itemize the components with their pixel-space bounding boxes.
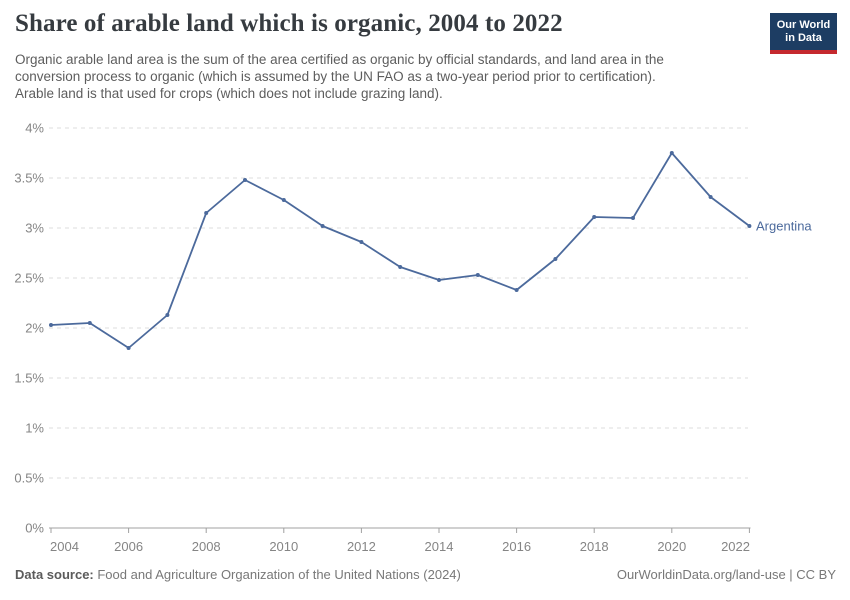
owid-logo-text: in Data (785, 32, 822, 44)
subtitle-line: Arable land is that used for crops (whic… (15, 86, 443, 101)
data-point-2021 (708, 195, 713, 199)
y-tick-label: 3.5% (14, 171, 44, 186)
y-tick-label: 1% (25, 421, 44, 436)
y-tick-label: 3% (25, 221, 44, 236)
x-tick-label: 2008 (192, 539, 221, 554)
data-point-2010 (281, 198, 286, 202)
data-point-2020 (669, 151, 674, 155)
y-tick-label: 2% (25, 321, 44, 336)
page-title: Share of arable land which is organic, 2… (15, 10, 563, 37)
y-tick-label: 0% (25, 521, 44, 536)
owid-logo: Our World in Data (770, 13, 837, 54)
y-tick-label: 2.5% (14, 271, 44, 286)
data-point-2017 (553, 257, 558, 261)
x-tick-label: 2010 (269, 539, 298, 554)
x-tick-label: 2006 (114, 539, 143, 554)
chart-subtitle: Organic arable land area is the sum of t… (15, 51, 664, 102)
y-tick-label: 4% (25, 121, 44, 136)
data-point-2018 (592, 215, 597, 219)
data-source-value: Food and Agriculture Organization of the… (93, 567, 461, 582)
series-label: Argentina (756, 219, 812, 234)
data-point-2012 (359, 240, 364, 244)
subtitle-line: Organic arable land area is the sum of t… (15, 52, 664, 67)
data-source: Data source: Food and Agriculture Organi… (15, 567, 461, 582)
subtitle-line: conversion process to organic (which is … (15, 69, 656, 84)
data-point-2009 (243, 178, 247, 182)
x-tick-label: 2022 (721, 539, 750, 554)
x-tick-label: 2020 (657, 539, 686, 554)
x-tick-label: 2016 (502, 539, 531, 554)
data-point-2007 (165, 313, 170, 317)
data-point-2005 (87, 321, 92, 325)
data-point-2006 (126, 346, 131, 350)
data-point-2022 (747, 224, 752, 228)
data-point-2016 (514, 288, 519, 292)
chart-footer: Data source: Food and Agriculture Organi… (15, 567, 836, 582)
x-tick-label: 2004 (50, 539, 79, 554)
data-point-2014 (437, 278, 441, 282)
trend-line (50, 152, 751, 349)
data-point-2004 (49, 323, 53, 327)
y-tick-label: 1.5% (14, 371, 44, 386)
x-tick-label: 2012 (347, 539, 376, 554)
data-point-2019 (631, 216, 635, 220)
data-point-2013 (398, 265, 403, 269)
y-tick-label: 0.5% (14, 471, 44, 486)
data-point-2011 (320, 224, 325, 228)
x-tick-label: 2014 (425, 539, 454, 554)
data-source-label: Data source: (15, 567, 94, 582)
x-tick-label: 2018 (580, 539, 609, 554)
owid-logo-text: Our World (776, 19, 831, 31)
line-chart: 0% 0.5% 1% 1.5% 2% 2.5% 3% 3.5% 4% 2004 2006 2008 20… (14, 121, 812, 555)
data-point-2008 (204, 211, 209, 215)
data-point-2015 (475, 273, 480, 277)
footer-link: OurWorldinData.org/land-use | CC BY (616, 567, 836, 582)
